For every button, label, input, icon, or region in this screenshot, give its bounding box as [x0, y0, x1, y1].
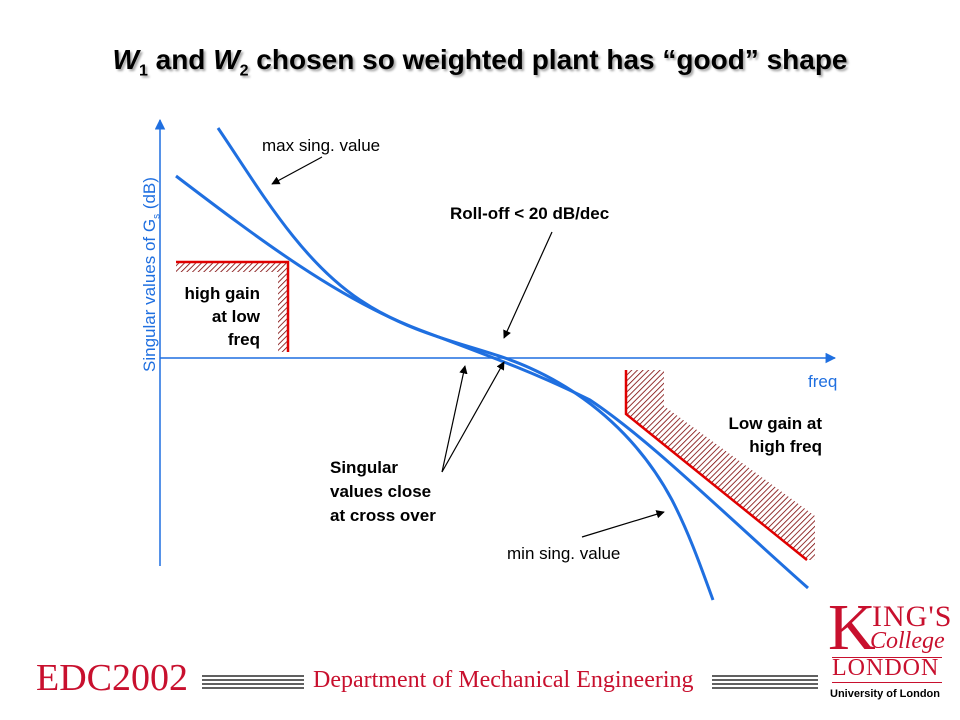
rolloff-label: Roll-off < 20 dB/dec	[450, 204, 610, 223]
min-singular-value-curve	[175, 174, 809, 590]
course-code: EDC2002	[36, 657, 188, 699]
crossover-arrow-1	[441, 365, 468, 473]
max-sv-label: max sing. value	[262, 136, 381, 155]
low-gain-label: Low gain at high freq	[690, 412, 823, 458]
high-gain-line-2: at low	[211, 307, 260, 326]
y-label-sub: s	[151, 213, 163, 219]
y-label-unit: (dB)	[140, 177, 159, 214]
title-w1-sub: 1	[138, 62, 148, 80]
title-w2-sub: 2	[239, 62, 249, 80]
title-rest: chosen so weighted plant has “good” shap…	[248, 44, 848, 75]
high-gain-label: high gain at low freq	[150, 282, 260, 351]
logo-rule-top	[832, 657, 942, 658]
crossover-arrow-2	[441, 361, 505, 473]
min-sv-arrow	[581, 510, 665, 538]
crossover-line-3: at cross over	[330, 506, 436, 525]
x-axis-label: freq	[808, 372, 838, 391]
low-gain-line-1: Low gain at	[728, 414, 823, 433]
logo-k: K	[828, 591, 876, 664]
max-singular-value-curve	[216, 127, 715, 601]
crossover-line-2: values close	[330, 482, 432, 501]
rolloff-arrow	[503, 231, 553, 339]
min-sv-label: min sing. value	[507, 544, 621, 563]
high-freq-hatch	[626, 370, 815, 560]
high-gain-line-1: high gain	[184, 284, 260, 303]
crossover-label: Singular values close at cross over	[330, 456, 436, 528]
title-mid: and	[147, 44, 214, 75]
low-freq-hatch	[176, 262, 288, 352]
department-name: Department of Mechanical Engineering	[313, 667, 694, 693]
logo-rule-bottom	[832, 682, 942, 683]
logo-ings: ING'S	[872, 600, 953, 633]
high-gain-line-3: freq	[227, 330, 260, 349]
slide-title: W1 and W2 chosen so weighted plant has “…	[0, 44, 960, 81]
footer-rules	[202, 675, 818, 689]
low-freq-bound	[176, 260, 290, 352]
crossover-line-1: Singular	[330, 458, 399, 477]
title-w2: W	[213, 44, 240, 75]
logo-university: University of London	[830, 688, 940, 700]
logo-college: College	[870, 628, 945, 654]
title-w1: W	[112, 44, 139, 75]
high-freq-bound	[624, 370, 808, 561]
low-gain-line-2: high freq	[749, 437, 822, 456]
logo-london: LONDON	[832, 655, 940, 681]
max-sv-arrow	[271, 156, 323, 185]
